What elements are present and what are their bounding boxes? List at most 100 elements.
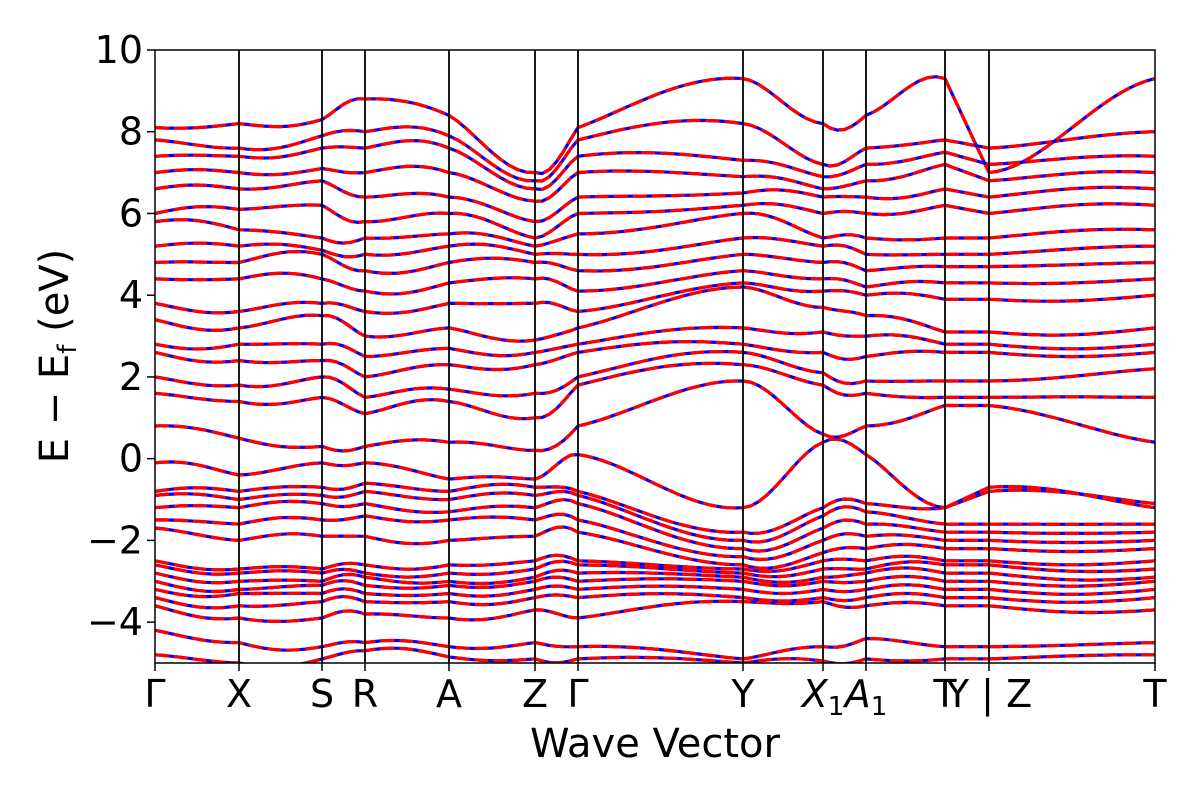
band-line-red	[155, 179, 946, 224]
band-line-red	[988, 488, 1155, 506]
x-axis-label: Wave Vector	[530, 721, 781, 767]
band-line-red	[988, 277, 1155, 286]
band-line-red	[988, 367, 1155, 383]
band-line-red	[155, 628, 946, 661]
band-line-red	[988, 563, 1155, 574]
band-line-red	[155, 75, 946, 176]
band-line-red	[944, 187, 990, 199]
band-line-red	[988, 587, 1155, 596]
band-line-red	[988, 326, 1155, 337]
bands-layer	[155, 75, 1155, 663]
x-tick-label: R	[352, 672, 378, 716]
y-tick-label: 0	[119, 437, 143, 481]
band-line-red	[988, 530, 1155, 535]
band-line-red	[155, 599, 946, 623]
band-line-red	[943, 77, 991, 174]
band-line-red	[155, 201, 946, 240]
band-line-red	[155, 339, 946, 379]
band-line-red	[988, 596, 1155, 604]
band-line-red	[155, 583, 946, 599]
x-tick-label: Y	[730, 672, 755, 716]
band-line-red	[988, 342, 1155, 351]
band-line-red	[155, 118, 946, 183]
y-tick-label: 2	[119, 355, 143, 399]
band-line-red	[155, 162, 946, 203]
y-tick-label: −4	[87, 600, 143, 644]
band-line-red	[944, 150, 990, 166]
band-line-red	[155, 497, 946, 553]
x-tick-label: A	[436, 672, 462, 716]
band-line-red	[155, 512, 946, 562]
x-tick-label: A1	[842, 672, 888, 722]
band-line-red	[155, 138, 946, 192]
y-axis-label-unit: (eV)	[32, 249, 78, 345]
band-line-red	[988, 260, 1155, 269]
x-tick-label: Z	[522, 672, 548, 716]
band-line-red	[988, 185, 1155, 199]
x-tick-label: Γ	[567, 672, 588, 716]
band-line-red	[155, 437, 946, 510]
y-axis-label-main: E − E	[32, 354, 78, 464]
band-line-red	[988, 154, 1155, 166]
band-line-red	[988, 547, 1155, 554]
band-line-red	[155, 249, 946, 276]
band-line-red	[988, 170, 1155, 183]
band-line-red	[155, 379, 946, 453]
x-tick-label: T	[1142, 672, 1167, 716]
band-line-red	[155, 489, 946, 544]
band-line-red	[155, 281, 946, 315]
band-line-red	[988, 604, 1155, 615]
band-line-red	[155, 350, 945, 400]
band-line-red	[155, 285, 946, 343]
y-axis-label-sub: f	[53, 344, 83, 354]
band-line-red	[988, 559, 1155, 567]
band-line-red	[944, 203, 990, 216]
plot-frame	[154, 49, 1156, 664]
y-tick-label: 4	[119, 273, 143, 317]
band-line-red	[988, 653, 1155, 661]
band-line-red	[155, 325, 946, 359]
band-line-red	[988, 641, 1155, 649]
band-line-red	[155, 361, 946, 421]
y-tick-label: 6	[119, 191, 143, 235]
band-line-red	[155, 591, 946, 610]
band-line-red	[944, 489, 990, 510]
band-line-red	[988, 244, 1155, 256]
band-line-red	[944, 138, 990, 150]
high-symmetry-lines	[238, 50, 990, 663]
y-axis-label: E − Ef (eV)	[32, 249, 83, 464]
band-line-red	[988, 77, 1155, 175]
y-axis-ticks: −4 −2 0 2 4 6 8 10	[87, 28, 155, 644]
band-line-red	[155, 566, 946, 586]
band-line-red	[988, 293, 1155, 303]
band-line-red	[988, 571, 1155, 582]
x-tick-label: S	[310, 672, 334, 716]
band-line-red	[988, 227, 1155, 240]
band-line-red	[155, 574, 946, 594]
band-line-red	[988, 403, 1155, 444]
band-line-red	[988, 130, 1155, 150]
band-line-red	[988, 579, 1155, 588]
x-tick-label: Y | Z	[945, 672, 1032, 717]
band-line-red	[155, 553, 946, 574]
band-line-red	[155, 559, 946, 579]
band-line-red	[988, 350, 1155, 359]
band-line-red	[155, 236, 946, 259]
band-line-red	[988, 395, 1155, 399]
band-line-red	[155, 525, 946, 570]
x-tick-label: T	[932, 672, 957, 716]
band-line-red	[155, 481, 946, 536]
band-line-red	[988, 202, 1155, 216]
x-tick-label: Γ	[144, 672, 165, 716]
y-tick-label: 10	[95, 28, 143, 72]
x-tick-label: X1	[800, 672, 845, 722]
band-line-red	[155, 211, 946, 248]
band-line-red	[944, 162, 990, 183]
y-tick-label: 8	[119, 110, 143, 154]
x-tick-label: X	[226, 672, 252, 716]
band-line-red	[988, 538, 1155, 545]
band-line-red	[155, 269, 946, 296]
y-tick-label: −2	[87, 518, 143, 562]
